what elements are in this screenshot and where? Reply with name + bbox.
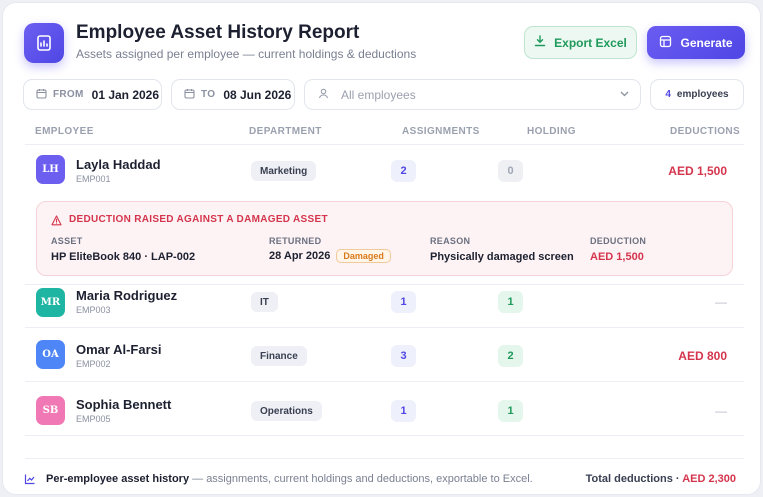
deduction-amount: AED 800	[678, 349, 727, 363]
employee-name: Maria Rodriguez	[76, 288, 178, 303]
from-date-picker[interactable]: FROM 01 Jan 2026	[23, 79, 162, 110]
calendar-icon	[184, 88, 195, 102]
holding-count: 2	[498, 345, 523, 367]
reason-label: REASON	[430, 236, 471, 246]
warning-icon	[51, 213, 62, 231]
holding-count: 1	[498, 291, 523, 313]
report-icon	[24, 23, 64, 63]
asset-label: ASSET	[51, 236, 83, 246]
employee-count-label: employees	[676, 89, 729, 100]
assignments-count: 1	[391, 291, 416, 313]
column-header-employee: EMPLOYEE	[35, 126, 94, 137]
employee-select-placeholder: All employees	[341, 87, 416, 102]
returned-label: RETURNED	[269, 236, 322, 246]
footer-divider	[25, 458, 744, 459]
holding-count: 0	[498, 160, 523, 182]
reason-value: Physically damaged screen	[430, 251, 574, 263]
calendar-icon	[36, 88, 47, 102]
row-divider	[25, 381, 744, 382]
to-value: 08 Jun 2026	[223, 87, 292, 102]
table-icon	[659, 35, 672, 51]
footer-bold: Per-employee asset history	[46, 473, 190, 485]
to-date-picker[interactable]: TO 08 Jun 2026	[171, 79, 295, 110]
export-excel-label: Export Excel	[554, 35, 627, 50]
asset-value: HP EliteBook 840 · LAP-002	[51, 251, 196, 263]
avatar: SB	[36, 396, 65, 425]
employee-name: Sophia Bennett	[76, 397, 172, 412]
from-label: FROM	[53, 89, 84, 100]
export-excel-button[interactable]: Export Excel	[524, 26, 637, 59]
deduction-amount: —	[715, 295, 727, 309]
generate-label: Generate	[680, 35, 733, 50]
page-title: Employee Asset History Report	[76, 22, 360, 43]
total-deductions: Total deductions · AED 2,300	[586, 473, 736, 485]
alert-deduction-label: DEDUCTION	[590, 236, 647, 246]
damage-alert: DEDUCTION RAISED AGAINST A DAMAGED ASSET…	[36, 201, 733, 276]
employee-select[interactable]: All employees	[304, 79, 641, 110]
total-deductions-label: Total deductions ·	[585, 473, 683, 485]
assignments-count: 1	[391, 400, 416, 422]
row-divider	[25, 284, 744, 285]
damaged-badge: Damaged	[336, 249, 391, 263]
alert-title: DEDUCTION RAISED AGAINST A DAMAGED ASSET	[69, 214, 328, 225]
footer-text: — assignments, current holdings and dedu…	[189, 473, 533, 485]
department-badge: Marketing	[251, 161, 317, 181]
avatar: MR	[36, 288, 65, 317]
employee-name: Omar Al-Farsi	[76, 342, 162, 357]
assignments-count: 2	[391, 160, 416, 182]
column-header-holding: HOLDING	[527, 126, 576, 137]
employee-code: EMP005	[76, 414, 111, 424]
employee-code: EMP003	[76, 305, 111, 315]
employee-count-badge: 4 employees	[650, 79, 744, 110]
department-badge: Operations	[251, 401, 322, 421]
header-divider	[25, 144, 744, 145]
chevron-down-icon	[619, 88, 630, 102]
deduction-amount: AED 1,500	[668, 164, 727, 178]
footer-description: Per-employee asset history — assignments…	[46, 473, 533, 485]
total-deductions-value: AED 2,300	[682, 473, 736, 485]
returned-value: 28 Apr 2026	[269, 250, 331, 262]
user-icon	[318, 88, 329, 102]
avatar: OA	[36, 340, 65, 369]
employee-code: EMP002	[76, 359, 111, 369]
column-header-assignments: ASSIGNMENTS	[402, 126, 480, 137]
row-divider	[25, 435, 744, 436]
column-header-deductions: DEDUCTIONS	[670, 126, 741, 137]
department-badge: IT	[251, 292, 278, 312]
deduction-amount: —	[715, 404, 727, 418]
alert-deduction-value: AED 1,500	[590, 251, 644, 263]
employee-name: Layla Haddad	[76, 157, 161, 172]
employee-code: EMP001	[76, 174, 111, 184]
row-divider	[25, 327, 744, 328]
generate-button[interactable]: Generate	[647, 26, 745, 59]
department-badge: Finance	[251, 346, 307, 366]
holding-count: 1	[498, 400, 523, 422]
download-icon	[534, 35, 546, 50]
returned-field: 28 Apr 2026 Damaged	[269, 249, 391, 263]
avatar: LH	[36, 155, 65, 184]
assignments-count: 3	[391, 345, 416, 367]
employee-count: 4	[665, 89, 671, 100]
page-subtitle: Assets assigned per employee — current h…	[76, 47, 417, 61]
from-value: 01 Jan 2026	[91, 87, 160, 102]
to-label: TO	[201, 89, 216, 100]
chart-line-icon	[24, 472, 36, 490]
column-header-department: DEPARTMENT	[249, 126, 322, 137]
